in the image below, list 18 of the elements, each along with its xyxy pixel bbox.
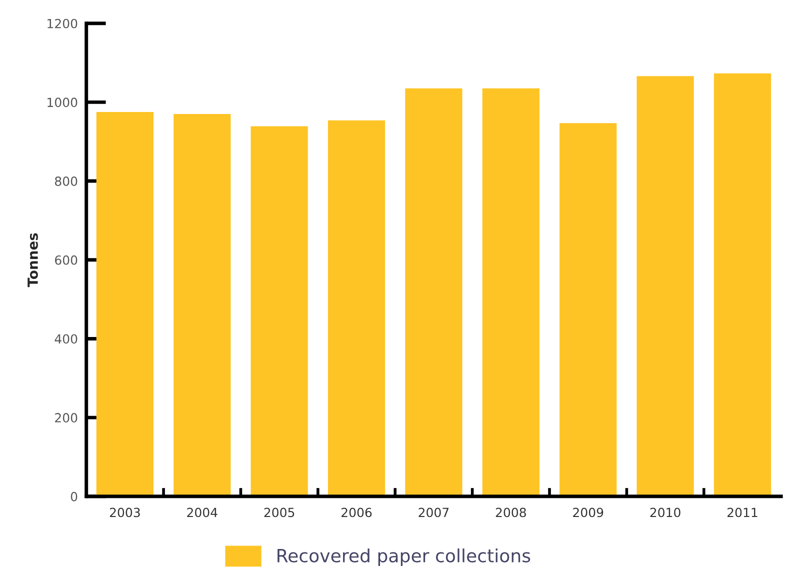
x-tick-label: 2007: [418, 508, 449, 518]
x-tick-label: 2011: [727, 508, 758, 518]
y-tick-label: 400: [54, 334, 78, 344]
y-tick-label: 200: [55, 413, 78, 422]
y-tick-label: 1200: [48, 18, 78, 28]
x-tick-label: 2004: [187, 508, 218, 518]
x-tick-label: 2009: [573, 508, 604, 518]
y-tick-label: 0: [70, 492, 78, 502]
y-tick-label: 800: [55, 176, 78, 186]
x-tick-label: 2005: [264, 508, 294, 518]
y-tick-label: 1000: [48, 98, 78, 108]
x-tick-label: 2008: [496, 508, 526, 518]
y-tick-label: 600: [55, 255, 78, 265]
x-tick-label: 2010: [650, 508, 680, 518]
x-tick-label: 2006: [342, 508, 372, 518]
legend-label: Recovered paper collections: [278, 548, 530, 566]
x-tick-label: 2003: [110, 508, 140, 518]
y-axis-title: Tonnes: [28, 233, 38, 288]
